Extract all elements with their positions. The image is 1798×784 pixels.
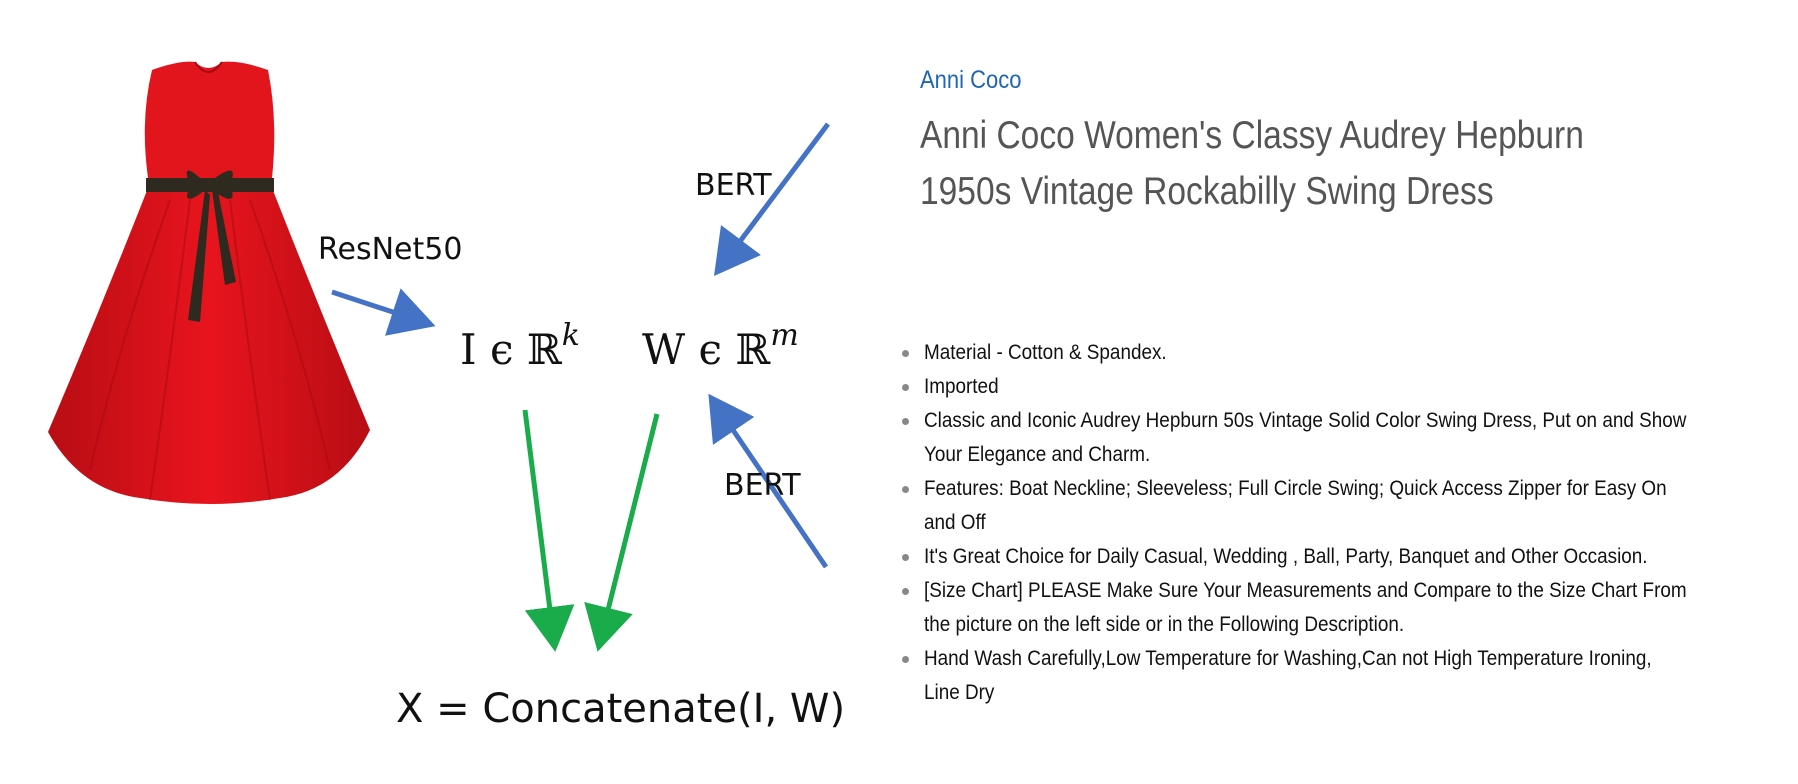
- text-dim-symbol: m: [770, 318, 799, 353]
- list-item: Hand Wash Carefully,Low Temperature for …: [900, 642, 1798, 710]
- bullet-dot-icon: [902, 554, 909, 561]
- bullet-dot-icon: [902, 588, 909, 595]
- resnet50-label: ResNet50: [318, 232, 463, 267]
- text-vector-arrow: [584, 413, 660, 652]
- real-space-symbol: ℝ: [526, 325, 562, 374]
- bert-title-arrow: [714, 122, 830, 276]
- bert-bullets-label: BERT: [724, 468, 801, 503]
- list-item: Features: Boat Neckline; Sleeveless; Ful…: [900, 472, 1798, 540]
- bullet-dot-icon: [902, 350, 909, 357]
- image-vector-formula: I ϵ ℝk: [460, 318, 580, 374]
- feature-bullets: Material - Cotton & Spandex. Imported Cl…: [900, 336, 1798, 710]
- bert-bullets-arrow: [708, 393, 829, 569]
- bullet-dot-icon: [902, 486, 909, 493]
- image-vector-symbol: I: [460, 325, 477, 374]
- image-vector-arrow: [522, 409, 575, 652]
- list-item: [Size Chart] PLEASE Make Sure Your Measu…: [900, 574, 1798, 642]
- bullet-dot-icon: [902, 384, 909, 391]
- element-of-symbol: ϵ: [698, 325, 723, 374]
- image-dim-symbol: k: [561, 318, 580, 353]
- list-item: Material - Cotton & Spandex.: [900, 336, 1798, 370]
- list-item: Classic and Iconic Audrey Hepburn 50s Vi…: [900, 404, 1798, 472]
- list-item: Imported: [900, 370, 1798, 404]
- list-item: It's Great Choice for Daily Casual, Wedd…: [900, 540, 1798, 574]
- product-title: Anni Coco Women's Classy Audrey Hepburn …: [920, 114, 1584, 213]
- bert-title-label: BERT: [695, 168, 772, 203]
- bullet-dot-icon: [902, 656, 909, 663]
- text-vector-symbol: W: [642, 325, 686, 374]
- bullet-dot-icon: [902, 418, 909, 425]
- red-dress-image: [48, 61, 370, 504]
- real-space-symbol: ℝ: [735, 325, 771, 374]
- resnet-arrow: [331, 288, 436, 336]
- text-vector-formula: W ϵ ℝm: [642, 318, 799, 374]
- concatenate-formula: X = Concatenate(I, W): [396, 686, 846, 732]
- element-of-symbol: ϵ: [489, 325, 514, 374]
- brand-link[interactable]: Anni Coco: [920, 66, 1022, 94]
